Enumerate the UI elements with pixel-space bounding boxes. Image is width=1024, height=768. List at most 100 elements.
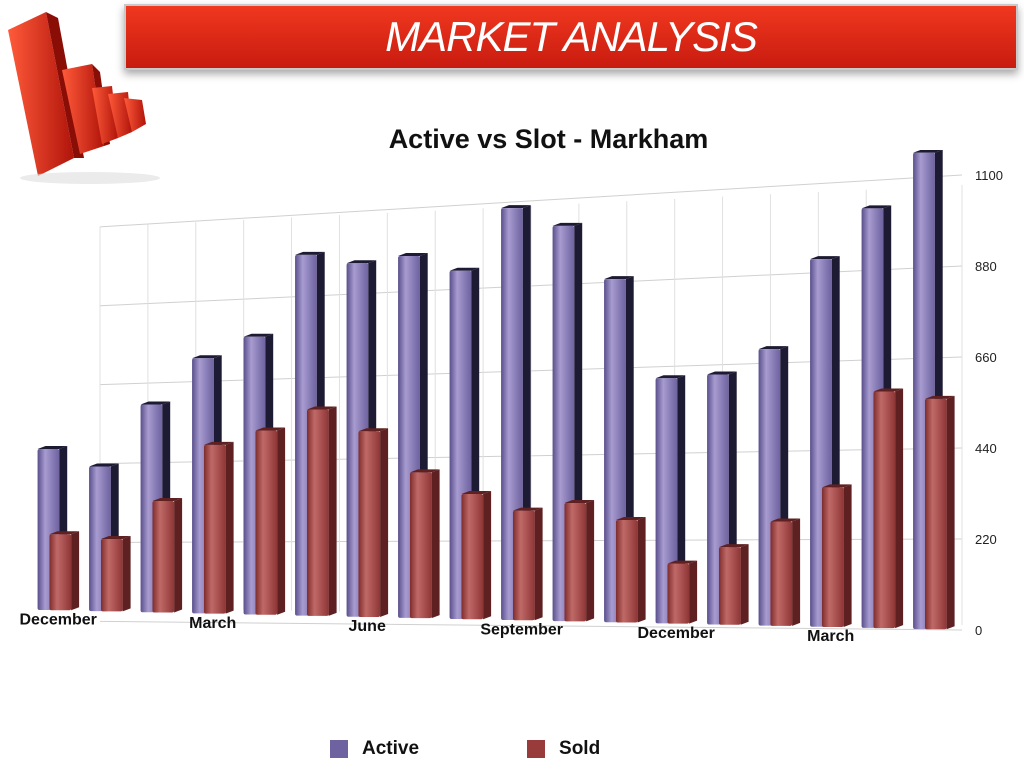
bar-top bbox=[552, 222, 583, 226]
bar-top bbox=[89, 463, 119, 467]
bar-sold bbox=[667, 560, 698, 624]
y-axis-labels: 0 220 440 660 880 1100 bbox=[975, 168, 1003, 638]
bar-sold bbox=[512, 507, 543, 621]
legend-item-active: Active bbox=[330, 738, 419, 760]
bar-face bbox=[564, 502, 587, 622]
chart-title: Active vs Slot - Markham bbox=[388, 124, 709, 154]
bar-sold bbox=[615, 516, 646, 623]
bar-top bbox=[758, 346, 789, 350]
bar-sold bbox=[770, 518, 801, 626]
bar-top bbox=[924, 395, 955, 399]
y-tick-label: 0 bbox=[975, 623, 982, 638]
bar-top bbox=[152, 498, 183, 502]
bar-top bbox=[346, 260, 377, 264]
page-title: MARKET ANALYSIS bbox=[385, 13, 758, 60]
bar-chart: 0 220 440 660 880 1100 December March June Septe… bbox=[19, 150, 1003, 646]
chart-legend: Active Sold bbox=[330, 738, 708, 760]
bar-face bbox=[667, 563, 690, 624]
bar-sold bbox=[461, 490, 492, 620]
bar-sold bbox=[924, 395, 955, 630]
bar-top bbox=[913, 150, 943, 153]
legend-label-sold: Sold bbox=[559, 738, 601, 759]
bar-sold bbox=[358, 428, 389, 617]
y-tick-label: 220 bbox=[975, 532, 997, 547]
legend-swatch-sold bbox=[527, 740, 546, 758]
bar-face bbox=[873, 391, 896, 629]
bar-top bbox=[655, 375, 686, 379]
bar-face bbox=[461, 493, 484, 620]
bar-top bbox=[604, 276, 634, 280]
bar-side bbox=[586, 499, 595, 622]
bar-face bbox=[358, 431, 381, 617]
bar-sold bbox=[821, 484, 852, 627]
bar-top bbox=[192, 355, 222, 359]
bar-face bbox=[100, 538, 123, 612]
x-tick-label: December bbox=[19, 612, 96, 629]
y-tick-label: 660 bbox=[975, 350, 997, 365]
bar-face bbox=[924, 398, 947, 630]
bar-side bbox=[431, 469, 440, 619]
bar-sold bbox=[49, 531, 80, 611]
y-tick-label: 880 bbox=[975, 259, 997, 274]
bar-top bbox=[306, 406, 337, 410]
legend-swatch-active bbox=[330, 740, 348, 758]
bar-face bbox=[770, 521, 793, 626]
bar-sold bbox=[306, 406, 337, 616]
bar-face bbox=[512, 510, 535, 621]
x-axis-labels: December March June September December March bbox=[19, 612, 854, 646]
bar-top bbox=[718, 544, 749, 548]
bar-sold bbox=[409, 469, 440, 619]
legend-item-sold: Sold bbox=[527, 738, 600, 760]
bar-side bbox=[534, 507, 543, 621]
bar-side bbox=[689, 560, 698, 624]
bar-sold bbox=[564, 499, 595, 622]
bar-sold bbox=[255, 427, 286, 615]
bar-top bbox=[667, 560, 698, 564]
bar-face bbox=[615, 519, 638, 623]
bar-side bbox=[174, 498, 183, 613]
bar-top bbox=[449, 267, 480, 271]
bar-side bbox=[277, 427, 286, 615]
bar-face bbox=[255, 430, 278, 615]
bar-sold bbox=[873, 388, 904, 629]
bar-face bbox=[203, 444, 226, 614]
bar-side bbox=[71, 531, 80, 611]
bar-top bbox=[564, 499, 595, 503]
bar-face bbox=[49, 534, 72, 611]
bar-sold bbox=[203, 441, 234, 614]
bar-side bbox=[843, 484, 852, 627]
bar-sold bbox=[100, 535, 131, 612]
bar-top bbox=[37, 446, 68, 450]
bar-sold bbox=[152, 498, 183, 613]
x-tick-label: September bbox=[480, 622, 563, 639]
bar-face bbox=[821, 487, 844, 627]
bar-top bbox=[461, 490, 492, 494]
title-banner: MARKET ANALYSIS bbox=[124, 4, 1018, 70]
bar-top bbox=[409, 469, 440, 473]
bar-side bbox=[946, 395, 955, 630]
x-tick-label: June bbox=[349, 618, 386, 635]
bar-top bbox=[707, 371, 737, 375]
bar-side bbox=[225, 441, 234, 614]
bar-top bbox=[358, 428, 389, 432]
grid-line bbox=[99, 620, 963, 631]
bar-side bbox=[483, 490, 492, 620]
x-tick-label: December bbox=[637, 625, 714, 642]
bar-top bbox=[770, 518, 801, 522]
bar-top bbox=[140, 401, 171, 405]
bar-side bbox=[637, 516, 646, 623]
bar-chart-logo-icon bbox=[8, 12, 160, 184]
bar-face bbox=[306, 409, 329, 616]
bar-top bbox=[873, 388, 904, 392]
bar-side bbox=[122, 535, 131, 612]
bar-top bbox=[49, 531, 80, 535]
bar-top bbox=[295, 251, 325, 255]
bar-side bbox=[895, 388, 904, 629]
bar-side bbox=[328, 406, 337, 616]
bar-top bbox=[512, 507, 543, 511]
legend-label-active: Active bbox=[362, 738, 420, 759]
bar-side bbox=[380, 428, 389, 617]
bar-top bbox=[810, 256, 840, 260]
bar-top bbox=[243, 333, 274, 337]
x-tick-label: March bbox=[189, 615, 236, 632]
